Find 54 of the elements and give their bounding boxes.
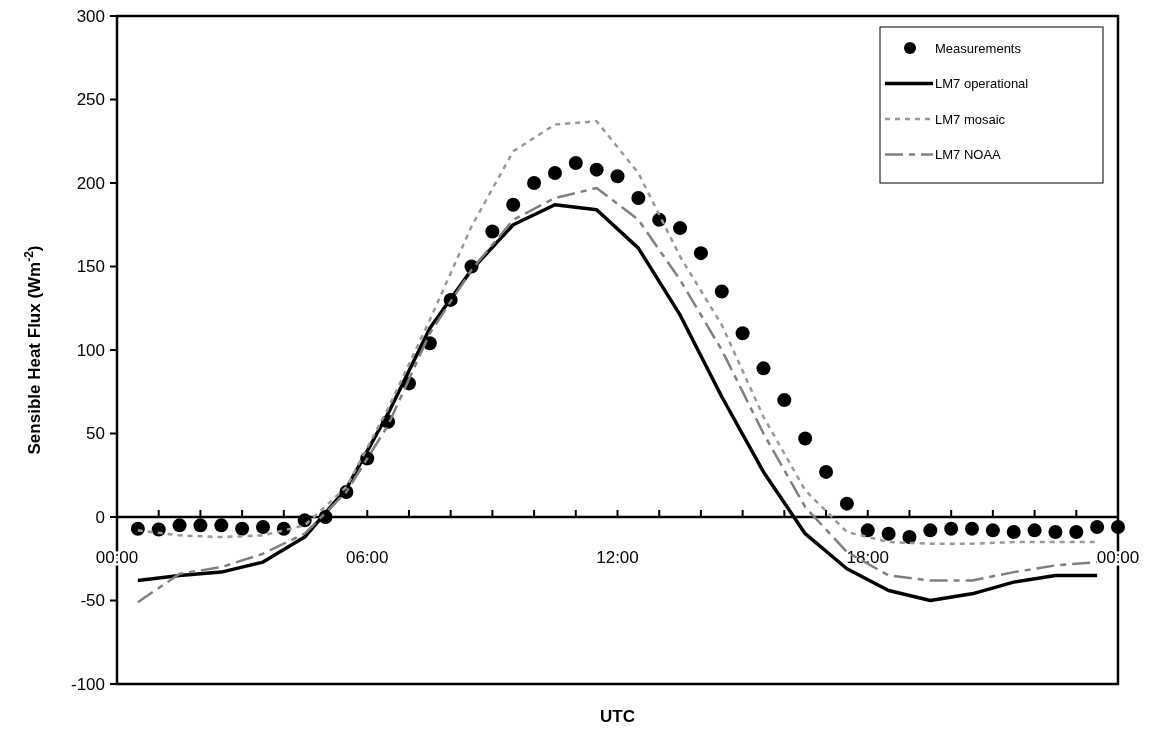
point: [214, 518, 229, 533]
y-tick-label: -100: [70, 674, 105, 694]
point: [735, 326, 750, 341]
y-tick-label: -50: [80, 591, 105, 611]
legend-label: Measurements: [935, 40, 1022, 56]
point: [798, 431, 813, 446]
point: [506, 197, 521, 212]
point: [985, 523, 1000, 538]
point: [527, 176, 542, 190]
point: [965, 521, 980, 536]
x-tick-label: 18:00: [846, 548, 890, 567]
point: [1048, 525, 1063, 540]
point: [610, 169, 625, 184]
point: [881, 526, 896, 541]
y-tick-label: 150: [76, 257, 105, 277]
point: [673, 221, 688, 236]
point: [151, 522, 166, 537]
y-tick-label: 300: [76, 6, 105, 26]
point: [1027, 523, 1042, 538]
point: [485, 224, 500, 239]
y-tick-label: 100: [76, 340, 105, 360]
y-tick-label: 50: [86, 424, 105, 444]
legend-label: LM7 operational: [935, 76, 1029, 92]
point: [923, 523, 938, 538]
point: [944, 521, 959, 536]
y-tick-label: 200: [76, 173, 105, 193]
point: [756, 361, 771, 376]
x-tick-label: 12:00: [596, 548, 639, 567]
legend-label: LM7 mosaic: [935, 111, 1006, 127]
y-tick-label: 250: [76, 90, 105, 110]
point: [130, 521, 145, 536]
point: [631, 191, 646, 206]
point: [777, 393, 792, 408]
point: [1069, 525, 1084, 540]
x-axis-title: UTC: [600, 707, 635, 726]
point: [714, 284, 729, 299]
point: [1090, 520, 1105, 535]
legend-label: LM7 NOAA: [935, 147, 1002, 163]
point: [589, 162, 604, 177]
point: [193, 518, 208, 533]
point: [902, 530, 917, 545]
point: [1111, 520, 1125, 535]
point: [819, 464, 834, 479]
point: [568, 155, 583, 170]
point: [172, 518, 187, 533]
x-tick-label: 06:00: [345, 548, 389, 567]
point: [839, 496, 854, 511]
point: [860, 523, 875, 538]
point: [693, 246, 708, 261]
point: [255, 520, 270, 535]
y-tick-label: 0: [95, 507, 105, 527]
point: [547, 165, 562, 180]
point: [1006, 525, 1021, 540]
point: [235, 521, 250, 536]
